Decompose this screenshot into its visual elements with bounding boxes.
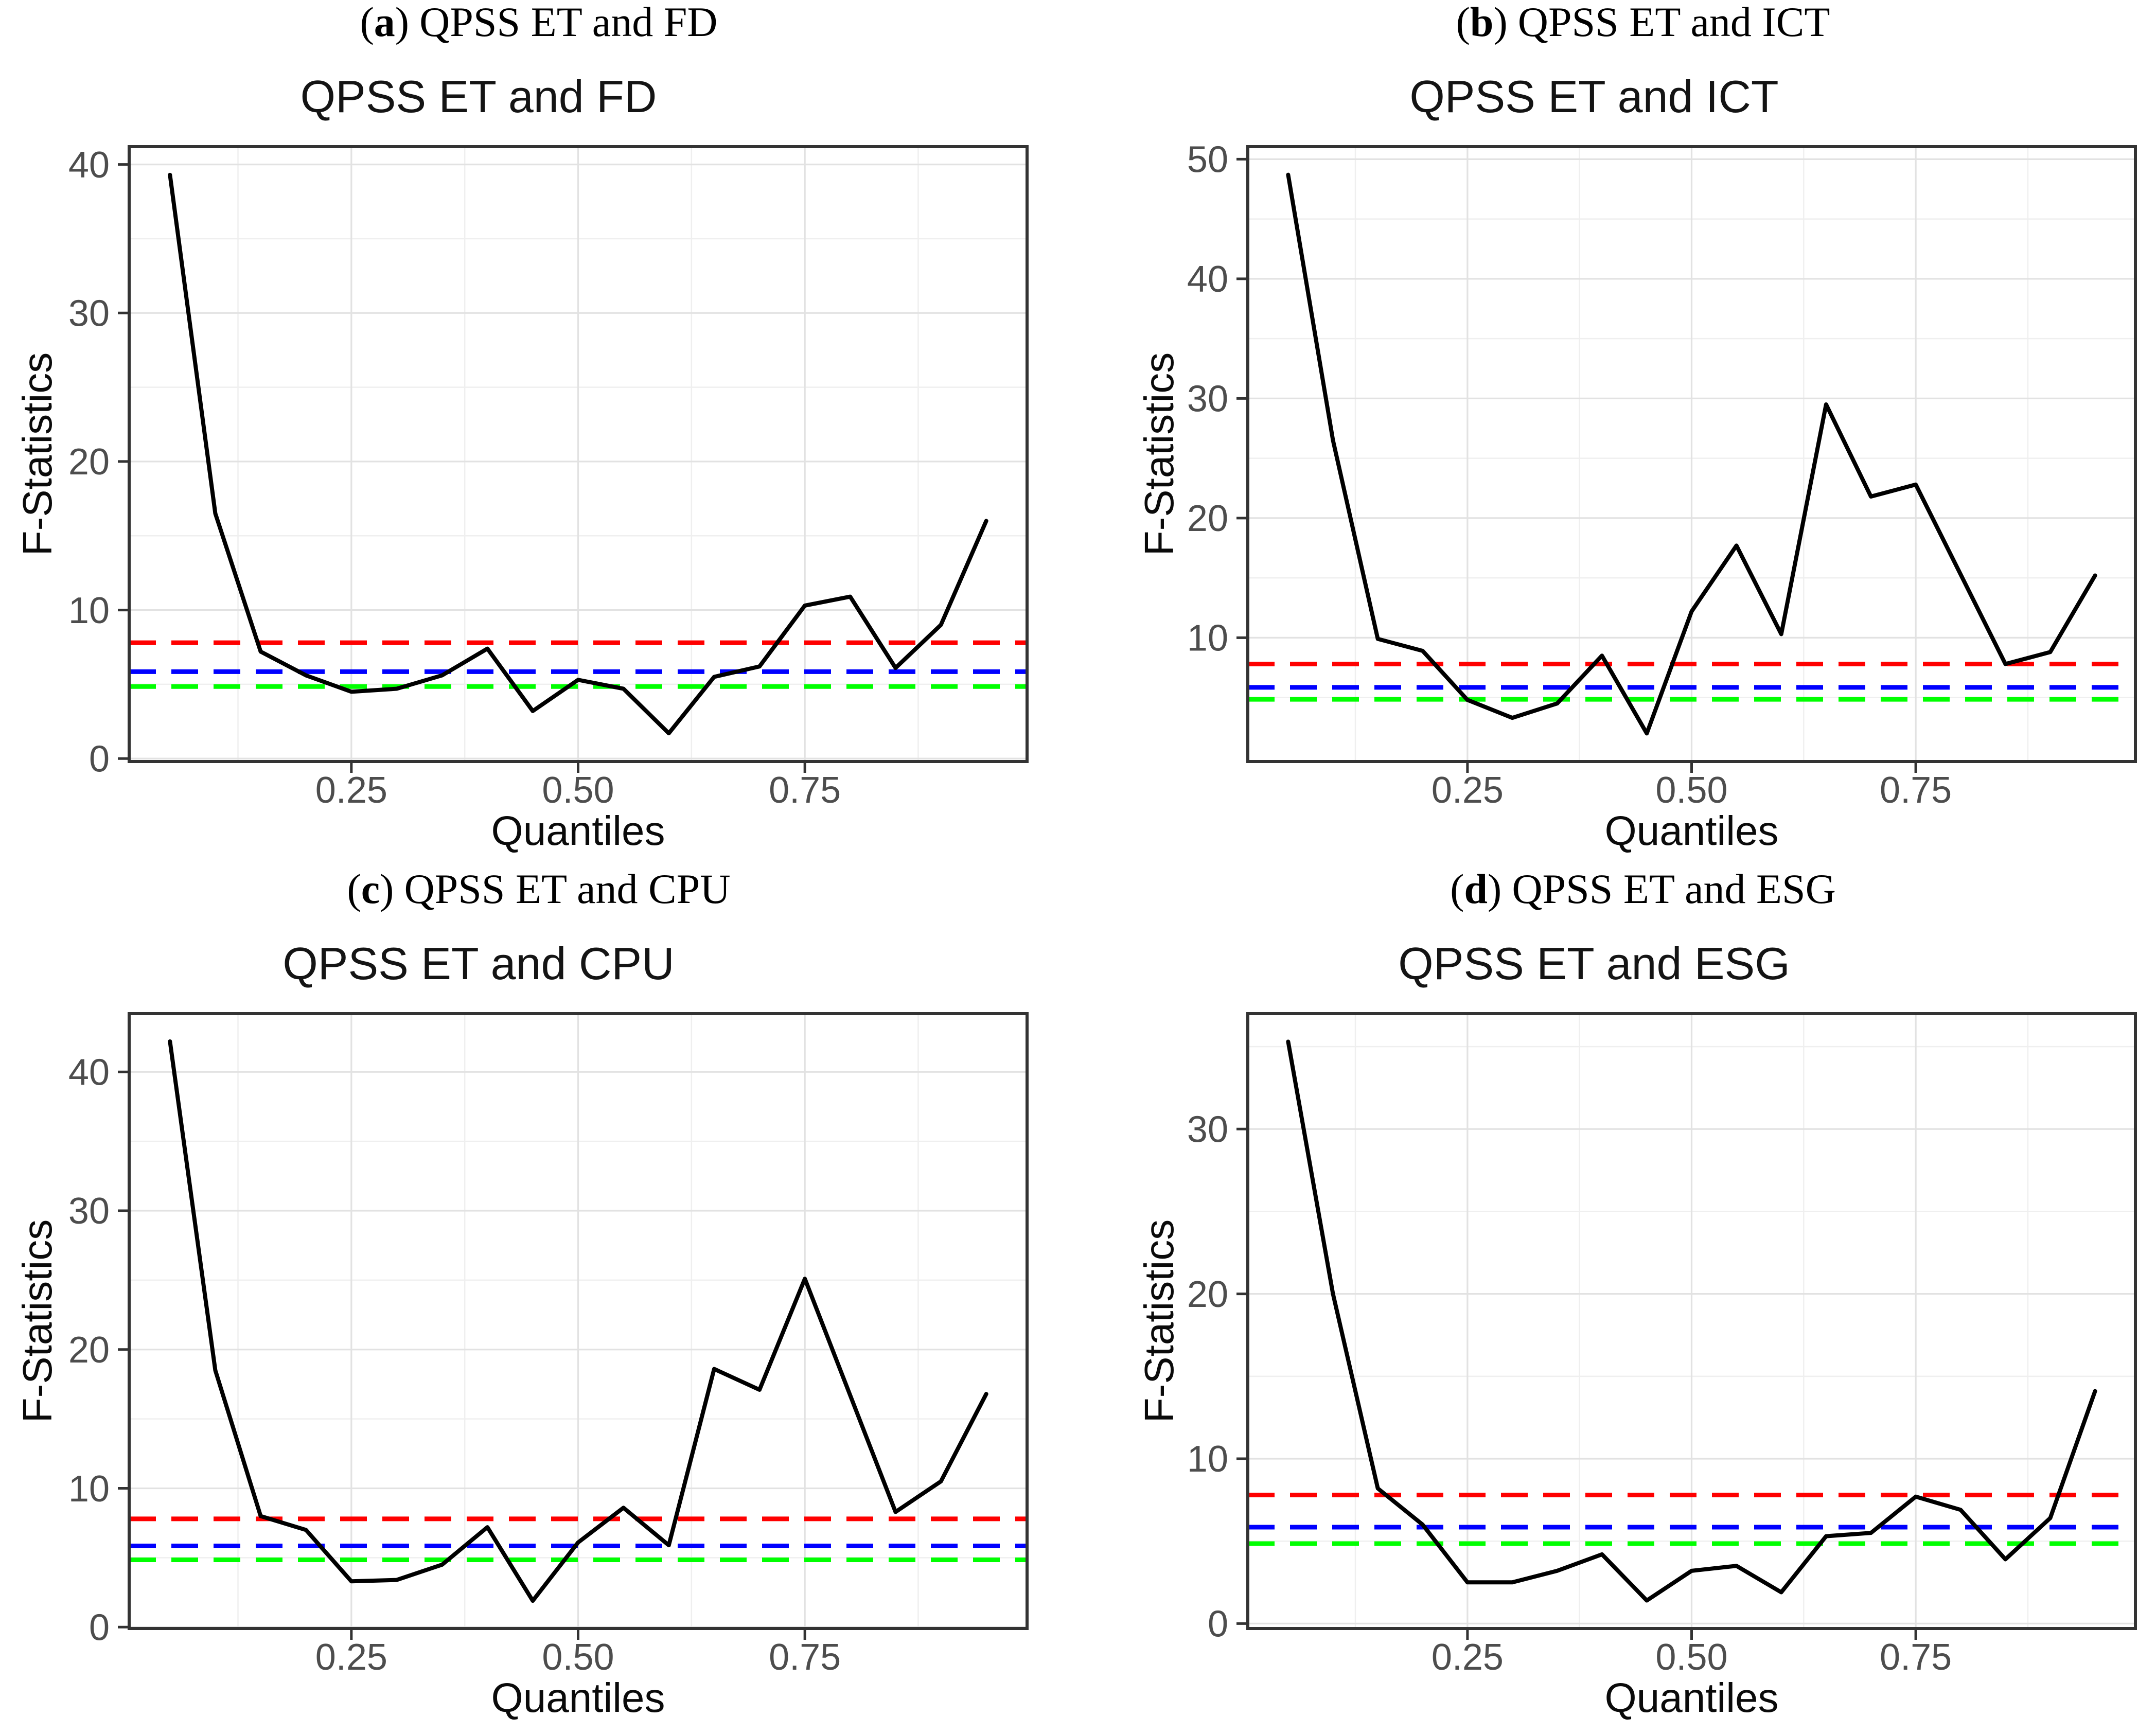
y-axis-title: F-Statistics [14, 352, 60, 556]
x-tick-label: 0.75 [1880, 1637, 1952, 1678]
fstat-line [1286, 172, 2097, 736]
x-tick-label: 0.75 [769, 770, 841, 811]
line-chart-esg: (d) QPSS ET and ESG QPSS ET and ESG 01020… [1136, 867, 2137, 1721]
y-tick-label: 10 [1187, 1439, 1228, 1480]
y-axis-title: F-Statistics [1136, 352, 1182, 556]
panel-b: (b) QPSS ET and ICT QPSS ET and ICT 10 20 3… [1078, 0, 2156, 867]
y-tick-label: 40 [1187, 259, 1228, 300]
caption-close: ) [1493, 0, 1507, 45]
y-tick-label: 50 [1187, 139, 1228, 181]
x-tick-label: 0.75 [769, 1637, 841, 1678]
chart-title: QPSS ET and ICT [1409, 71, 1778, 122]
plot-group: 0 10 20 30 40 0.25 0.50 0.75 Quantiles F-Statisti… [14, 145, 1029, 854]
x-axis-title: Quantiles [1605, 1675, 1779, 1721]
caption-label: QPSS ET and ESG [1512, 867, 1836, 912]
panel-a: (a) QPSS ET and FD QPSS ET and FD 0 10 20 30… [0, 0, 1078, 867]
panel-caption: (b) QPSS ET and ICT [1456, 0, 1830, 45]
y-tick-label: 0 [89, 1607, 110, 1649]
y-tick-label: 0 [1208, 1604, 1228, 1645]
y-axis-title: F-Statistics [14, 1219, 60, 1423]
line-chart-fd: (a) QPSS ET and FD QPSS ET and FD 0102030… [14, 0, 1029, 854]
panel-caption: (a) QPSS ET and FD [360, 0, 717, 45]
y-tick-label: 0 [89, 738, 110, 780]
y-tick-label: 40 [68, 145, 110, 186]
x-tick-label: 0.50 [542, 1637, 614, 1678]
line-chart-cpu: (c) QPSS ET and CPU QPSS ET and CPU 01020… [14, 867, 1029, 1721]
x-axis-title: Quantiles [1605, 808, 1779, 854]
y-tick-label: 20 [68, 1330, 110, 1371]
x-tick-label: 0.75 [1880, 770, 1952, 811]
x-axis-title: Quantiles [491, 808, 665, 854]
caption-open: ( [347, 867, 361, 912]
line-chart-ict: (b) QPSS ET and ICT QPSS ET and ICT 10203… [1136, 0, 2137, 854]
panel-c: (c) QPSS ET and CPU QPSS ET and CPU 0 10 20… [0, 867, 1078, 1733]
y-tick-label: 20 [1187, 498, 1228, 539]
y-tick-label: 30 [68, 1191, 110, 1232]
fstat-line [168, 172, 988, 736]
y-axis-title: F-Statistics [1136, 1219, 1182, 1423]
y-tick-label: 10 [68, 1468, 110, 1510]
panel-caption: (d) QPSS ET and ESG [1450, 867, 1836, 912]
caption-open: ( [1456, 0, 1470, 45]
x-tick-label: 0.25 [1432, 770, 1504, 811]
x-tick-label: 0.50 [1655, 770, 1727, 811]
x-tick-label: 0.50 [1655, 1637, 1727, 1678]
caption-label: QPSS ET and CPU [404, 867, 730, 912]
caption-close: ) [1488, 867, 1501, 912]
x-tick-label: 0.25 [1432, 1637, 1504, 1678]
caption-label: QPSS ET and FD [419, 0, 717, 45]
y-tick-label: 40 [68, 1052, 110, 1093]
y-tick-label: 10 [1187, 618, 1228, 659]
chart-title: QPSS ET and ESG [1398, 938, 1790, 989]
y-tick-label: 10 [68, 590, 110, 631]
caption-close: ) [395, 0, 409, 45]
plot-group: 0 10 20 30 40 0.25 0.50 0.75 Quantiles F-Statisti… [14, 1012, 1029, 1721]
caption-letter: b [1470, 0, 1494, 45]
caption-open: ( [360, 0, 374, 45]
y-tick-label: 20 [68, 441, 110, 483]
caption-open: ( [1450, 867, 1464, 912]
caption-letter: c [361, 867, 380, 912]
fstat-line [1286, 1039, 2097, 1603]
y-tick-label: 30 [68, 293, 110, 334]
plot-group: 0 10 20 30 0.25 0.50 0.75 Quantiles F-Statistics [1136, 1012, 2137, 1721]
y-tick-label: 30 [1187, 1109, 1228, 1150]
panel-caption: (c) QPSS ET and CPU [347, 867, 730, 912]
chart-title: QPSS ET and CPU [282, 938, 674, 989]
plot-group: 10 20 30 40 50 0.25 0.50 0.75 Quantiles F-Statist… [1136, 139, 2137, 854]
x-tick-label: 0.50 [542, 770, 614, 811]
y-tick-label: 20 [1187, 1274, 1228, 1315]
fstat-line [168, 1039, 988, 1603]
caption-letter: d [1464, 867, 1488, 912]
caption-label: QPSS ET and ICT [1518, 0, 1830, 45]
caption-close: ) [380, 867, 394, 912]
x-tick-label: 0.25 [315, 770, 387, 811]
caption-letter: a [374, 0, 395, 45]
x-tick-label: 0.25 [315, 1637, 387, 1678]
y-tick-label: 30 [1187, 379, 1228, 420]
chart-title: QPSS ET and FD [301, 71, 657, 122]
x-axis-title: Quantiles [491, 1675, 665, 1721]
panel-d: (d) QPSS ET and ESG QPSS ET and ESG 0 10 20… [1078, 867, 2156, 1733]
